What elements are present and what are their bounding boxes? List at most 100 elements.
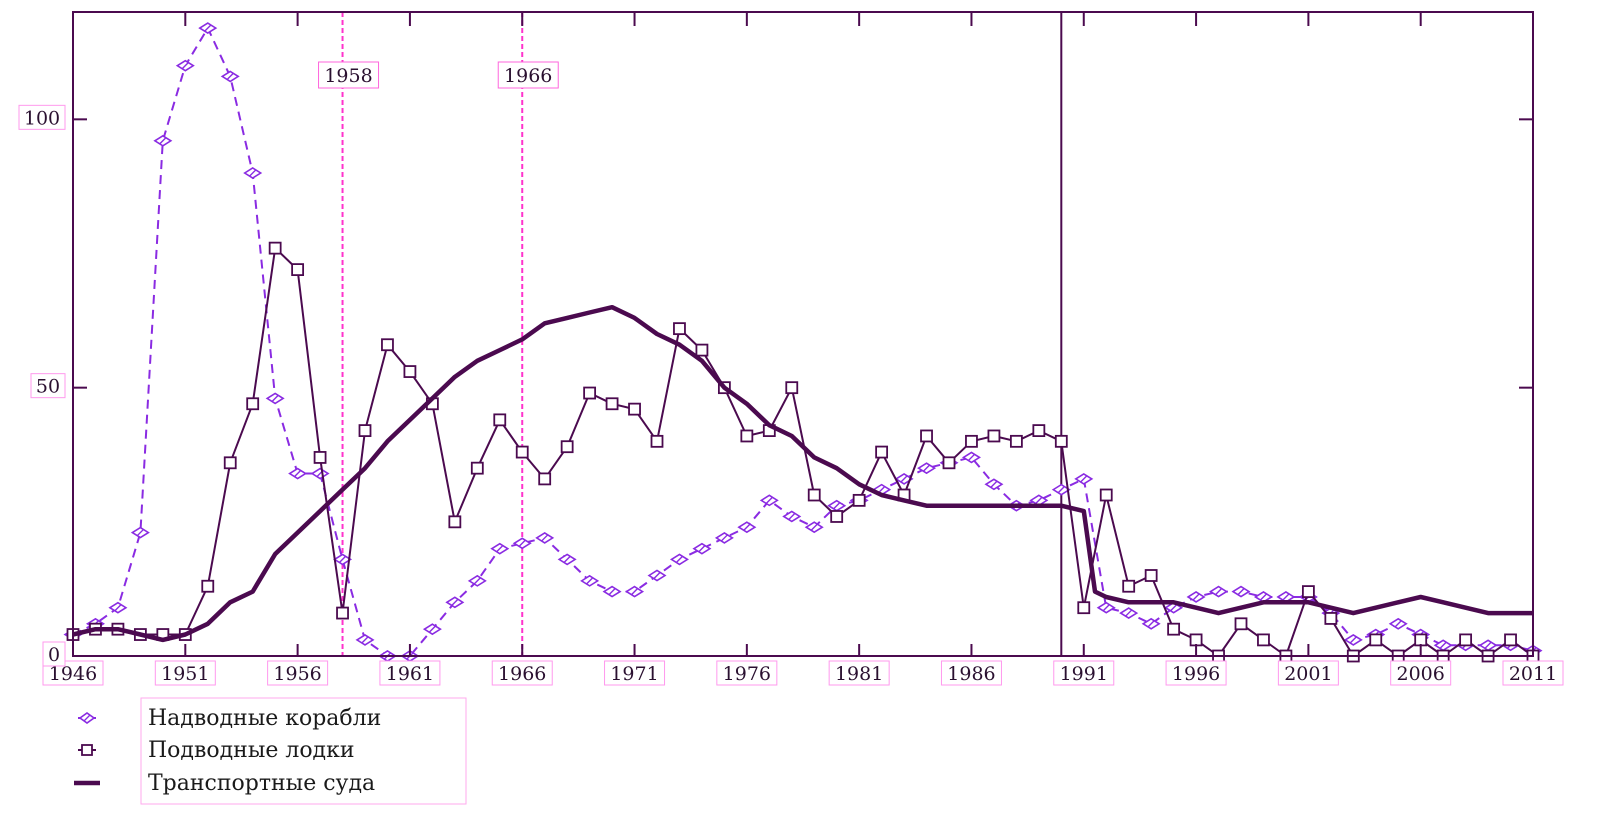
data-point-square — [515, 445, 529, 459]
data-point-square — [268, 241, 282, 255]
data-point-square — [1189, 633, 1203, 647]
data-point-diamond-slash — [428, 625, 436, 633]
x-tick-label-box — [154, 660, 216, 686]
data-point-diamond-slash — [136, 529, 144, 537]
data-point-square — [1301, 585, 1315, 598]
data-point-diamond-slash — [608, 588, 616, 596]
data-point-diamond-slash — [1259, 593, 1267, 601]
data-point-square — [470, 461, 484, 475]
data-point-diamond-slash — [923, 464, 931, 472]
annotation-label: 1966 — [504, 65, 552, 87]
x-tick-label: 1946 — [49, 663, 97, 685]
data-point-square — [695, 343, 709, 357]
legend-symbol-0 — [78, 712, 96, 724]
x-tick-label-box — [267, 660, 329, 686]
x-tick-label: 2001 — [1284, 663, 1332, 685]
x-tick-label: 1971 — [610, 663, 658, 685]
data-point-square — [1257, 633, 1270, 647]
data-point-square — [1324, 612, 1338, 625]
x-tick-label: 1976 — [723, 663, 771, 685]
data-point-square — [852, 493, 866, 507]
data-point-diamond-slash — [765, 496, 773, 504]
data-point-diamond-slash — [833, 502, 841, 510]
data-point-diamond-slash — [743, 523, 751, 531]
data-point-square — [1122, 579, 1136, 593]
data-point-square — [223, 456, 237, 470]
x-tick-label-box — [1502, 660, 1564, 686]
data-point-square — [965, 434, 978, 448]
plot-frame — [72, 11, 1534, 657]
y-tick-label-box — [30, 373, 66, 399]
x-tick-label: 1996 — [1172, 663, 1220, 685]
x-tick-label: 1956 — [273, 663, 321, 685]
data-point-square — [583, 386, 597, 400]
data-point-square — [493, 413, 507, 427]
data-point-diamond-slash — [541, 534, 549, 542]
data-point-diamond-slash — [1102, 604, 1110, 612]
data-point-square — [987, 429, 1001, 443]
annotation-layer: 1958 1966 — [318, 12, 1063, 656]
x-tick-label-box — [1390, 660, 1452, 686]
data-point-diamond-slash — [226, 72, 234, 80]
data-point-diamond-slash — [563, 555, 571, 563]
x-tick-label-box — [491, 660, 553, 686]
x-tick-label-box — [716, 660, 778, 686]
data-point-square — [1054, 434, 1068, 448]
data-point-diamond-slash — [114, 604, 122, 612]
tick-layer: 1946 1951 1956 1961 1966 1971 1976 1981 1986 1991… — [18, 12, 1564, 686]
data-point-square — [628, 402, 641, 416]
data-point-diamond-slash — [698, 545, 706, 553]
data-point-square — [313, 451, 327, 464]
data-point-square — [246, 397, 260, 411]
series-layer — [63, 22, 1543, 663]
x-tick-label: 1961 — [386, 663, 434, 685]
legend-label: Подводные лодки — [148, 738, 355, 763]
data-point-diamond-slash — [1484, 641, 1492, 649]
data-point-square — [807, 488, 821, 502]
data-point-diamond-slash — [1237, 588, 1245, 596]
x-tick-label-box — [1053, 660, 1115, 686]
legend-label: Транспортные суда — [148, 771, 375, 796]
data-point-diamond-slash — [1147, 620, 1155, 628]
data-point-diamond-slash — [631, 588, 639, 596]
x-tick-label-box — [1277, 660, 1339, 686]
data-point-square — [1369, 633, 1383, 647]
legend: Надводные корабли Подводные лодки Транспор… — [74, 697, 467, 805]
annotation-label-box — [318, 61, 380, 89]
data-point-square — [830, 510, 844, 523]
data-point-square — [740, 429, 754, 443]
data-point-diamond-slash — [339, 555, 347, 563]
y-tick-label-box — [42, 641, 66, 667]
data-point-diamond-slash — [249, 169, 257, 177]
data-point-diamond-slash — [1057, 486, 1065, 494]
series-line-2 — [72, 304, 1533, 643]
data-point-diamond-slash — [159, 137, 167, 145]
data-point-diamond-slash — [990, 480, 998, 488]
data-point-square — [605, 397, 619, 411]
legend-label: Надводные корабли — [148, 706, 381, 731]
data-point-diamond-slash — [271, 394, 279, 402]
data-point-diamond-slash — [294, 470, 302, 478]
data-point-square — [1414, 633, 1428, 647]
data-point-diamond-slash — [181, 62, 189, 70]
data-point-square — [1234, 617, 1248, 631]
x-tick-label-box — [379, 660, 441, 686]
data-point-diamond-slash — [1035, 496, 1043, 504]
data-point-diamond-slash — [1282, 593, 1290, 601]
data-point-diamond-slash — [361, 636, 369, 644]
data-point-diamond-slash — [900, 475, 908, 483]
data-point-square — [1144, 569, 1158, 582]
data-point-square — [448, 515, 462, 529]
data-point-diamond-slash — [586, 577, 594, 585]
x-tick-label-box — [828, 660, 890, 686]
data-point-square — [875, 445, 889, 459]
data-point-diamond-slash — [496, 545, 504, 553]
data-point-square — [673, 322, 686, 336]
x-tick-label: 1951 — [161, 663, 209, 685]
data-point-diamond-slash — [675, 555, 683, 563]
data-point-square — [1167, 622, 1181, 636]
data-point-square — [560, 440, 574, 454]
y-tick-label: 100 — [24, 107, 60, 129]
data-point-square — [291, 263, 305, 277]
